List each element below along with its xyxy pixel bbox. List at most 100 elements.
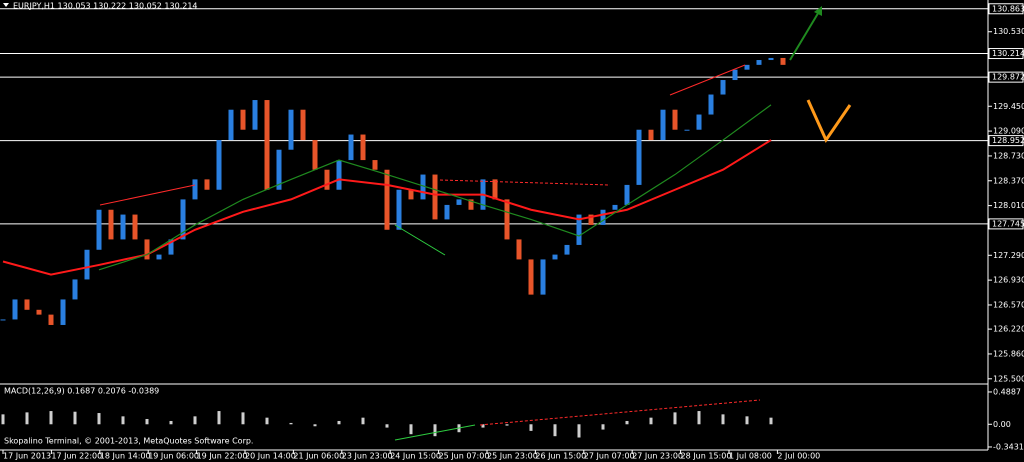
x-tick-label: 27 Jun 07:00 xyxy=(584,452,635,461)
x-tick-label: 27 Jun 23:00 xyxy=(632,452,683,461)
candle xyxy=(192,179,198,200)
level-label: 128.952 xyxy=(992,136,1024,145)
candle xyxy=(564,244,570,255)
candle xyxy=(612,204,618,210)
candle xyxy=(756,60,762,65)
candle xyxy=(372,160,378,170)
y-tick-label: 128.370 xyxy=(993,176,1024,185)
candle xyxy=(780,57,786,65)
level-box xyxy=(988,135,1024,147)
candle xyxy=(48,314,54,325)
level-label: 130.863 xyxy=(992,4,1024,13)
candle xyxy=(276,149,282,190)
y-tick-label: 129.450 xyxy=(993,102,1024,111)
level-label: 129.872 xyxy=(992,73,1024,82)
candle xyxy=(420,174,426,200)
macd-bar xyxy=(289,422,293,425)
x-tick-label: 21 Jun 06:00 xyxy=(293,452,344,461)
menu-icon[interactable] xyxy=(3,3,9,7)
candle xyxy=(708,94,714,115)
macd-bar xyxy=(73,411,77,425)
level-box xyxy=(988,218,1024,230)
candle xyxy=(732,69,738,81)
trendline xyxy=(99,184,196,206)
macd-bar xyxy=(769,417,773,425)
trendline xyxy=(394,224,446,256)
symbol-header: EURJPY,H1 130.053 130.222 130.052 130.21… xyxy=(13,2,198,11)
y-tick-label: 128.730 xyxy=(993,151,1024,160)
candle xyxy=(96,209,102,250)
candle xyxy=(768,57,774,61)
macd-bar xyxy=(601,424,605,430)
x-tick-label: 23 Jun 23:00 xyxy=(342,452,393,461)
candle xyxy=(312,140,318,170)
candle xyxy=(744,64,750,70)
candle xyxy=(684,129,690,131)
candle xyxy=(36,309,42,315)
macd-bar xyxy=(337,420,341,425)
candle xyxy=(648,129,654,141)
candle xyxy=(72,279,78,300)
macd-bar xyxy=(649,417,653,425)
candle xyxy=(432,174,438,220)
candle xyxy=(84,249,90,280)
trendline xyxy=(669,64,746,96)
x-tick-label: 20 Jun 14:00 xyxy=(245,452,296,461)
x-tick-label: 17 Jun 2013 xyxy=(3,452,51,461)
candle xyxy=(552,254,558,260)
level-box xyxy=(988,3,1024,15)
y-tick-label: 126.930 xyxy=(993,276,1024,285)
macd-title: MACD(12,26,9) 0.1687 0.2076 -0.0389 xyxy=(4,387,159,396)
level-box xyxy=(988,71,1024,83)
candle xyxy=(300,109,306,141)
candle xyxy=(108,209,114,240)
candle xyxy=(672,109,678,130)
candle xyxy=(588,214,594,225)
y-tick-label: 127.290 xyxy=(993,251,1024,260)
level-label: 130.214 xyxy=(992,49,1024,58)
x-tick-label: 24 Jun 15:00 xyxy=(390,452,441,461)
candle xyxy=(60,299,66,325)
x-tick-label: 25 Jun 23:00 xyxy=(487,452,538,461)
candle xyxy=(696,114,702,130)
macd-trendline xyxy=(394,424,476,441)
x-tick-label: 1 Jul 08:00 xyxy=(729,452,772,461)
macd-bar xyxy=(121,416,125,425)
y-tick-label: 125.860 xyxy=(993,349,1024,358)
candle xyxy=(228,109,234,141)
candle xyxy=(348,134,354,161)
candle xyxy=(636,129,642,185)
candle xyxy=(156,254,162,260)
y-tick-label: 129.090 xyxy=(993,127,1024,136)
candle xyxy=(540,259,546,295)
macd-bar xyxy=(433,424,437,437)
macd-bar xyxy=(697,411,701,425)
candle xyxy=(24,299,30,310)
candle xyxy=(180,199,186,240)
forecast-v xyxy=(806,99,852,144)
candle xyxy=(456,199,462,205)
y-tick-label: 126.570 xyxy=(993,300,1024,309)
candle xyxy=(168,239,174,255)
candle xyxy=(408,189,414,200)
macd-bar xyxy=(25,412,29,425)
candle xyxy=(660,109,666,141)
macd-bar xyxy=(361,417,365,425)
candle xyxy=(12,299,18,320)
trendline xyxy=(439,179,611,186)
candle xyxy=(264,100,270,190)
macd-bar xyxy=(265,417,269,425)
candle xyxy=(444,204,450,220)
macd-bar xyxy=(169,420,173,425)
arrow-head xyxy=(814,6,822,16)
macd-bar xyxy=(409,424,413,435)
macd-tick-label: -0.3431 xyxy=(993,442,1024,451)
macd-trendline xyxy=(479,399,761,426)
moving-average xyxy=(2,139,772,276)
macd-tick-label: 0.4887 xyxy=(993,387,1021,396)
macd-bar xyxy=(1,414,5,425)
candle xyxy=(468,199,474,210)
candle xyxy=(144,239,150,260)
macd-bar xyxy=(97,413,101,425)
